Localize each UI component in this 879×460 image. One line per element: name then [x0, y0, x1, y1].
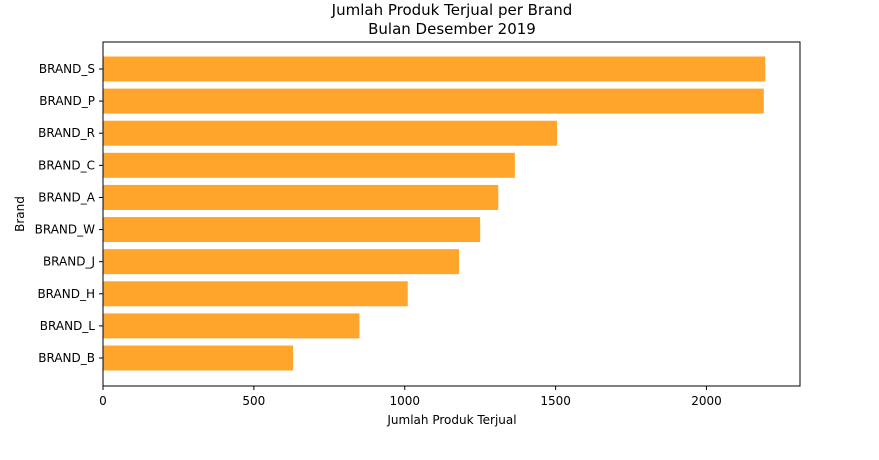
y-tick-label-brand-b: BRAND_B: [38, 351, 95, 365]
x-tick-label-1500: 1500: [540, 394, 571, 408]
x-axis-label: Jumlah Produk Terjual: [386, 413, 516, 427]
bar-brand-s: [103, 56, 766, 82]
bars-group: [103, 56, 766, 371]
chart-subtitle: Bulan Desember 2019: [368, 20, 536, 38]
x-tick-label-0: 0: [99, 394, 107, 408]
y-tick-label-brand-a: BRAND_A: [38, 190, 96, 204]
y-axis-ticks: BRAND_S BRAND_P BRAND_R BRAND_C BRAND_A BRAND…: [35, 62, 103, 365]
bar-brand-h: [103, 281, 408, 307]
bar-brand-r: [103, 120, 558, 146]
plot-area-frame: [102, 41, 801, 387]
y-axis-label: Brand: [13, 196, 27, 232]
x-tick-label-2000: 2000: [691, 394, 722, 408]
y-tick-label-brand-h: BRAND_H: [37, 287, 95, 301]
x-tick-label-500: 500: [242, 394, 265, 408]
x-axis-ticks: 0 500 1000 1500 2000: [99, 386, 722, 408]
bar-brand-a: [103, 184, 499, 210]
y-tick-label-brand-c: BRAND_C: [38, 158, 95, 172]
bar-brand-p: [103, 88, 764, 114]
bar-brand-b: [103, 345, 294, 371]
bar-brand-w: [103, 217, 481, 243]
y-tick-label-brand-s: BRAND_S: [39, 62, 95, 76]
y-tick-label-brand-j: BRAND_J: [43, 255, 95, 269]
y-tick-label-brand-w: BRAND_W: [35, 223, 96, 237]
y-tick-label-brand-p: BRAND_P: [39, 94, 95, 108]
x-tick-label-1000: 1000: [389, 394, 420, 408]
chart-title: Jumlah Produk Terjual per Brand: [331, 1, 573, 19]
y-tick-label-brand-r: BRAND_R: [38, 126, 95, 140]
bar-brand-c: [103, 152, 515, 178]
y-tick-label-brand-l: BRAND_L: [40, 319, 96, 333]
bar-brand-j: [103, 249, 460, 275]
bar-brand-l: [103, 313, 360, 339]
